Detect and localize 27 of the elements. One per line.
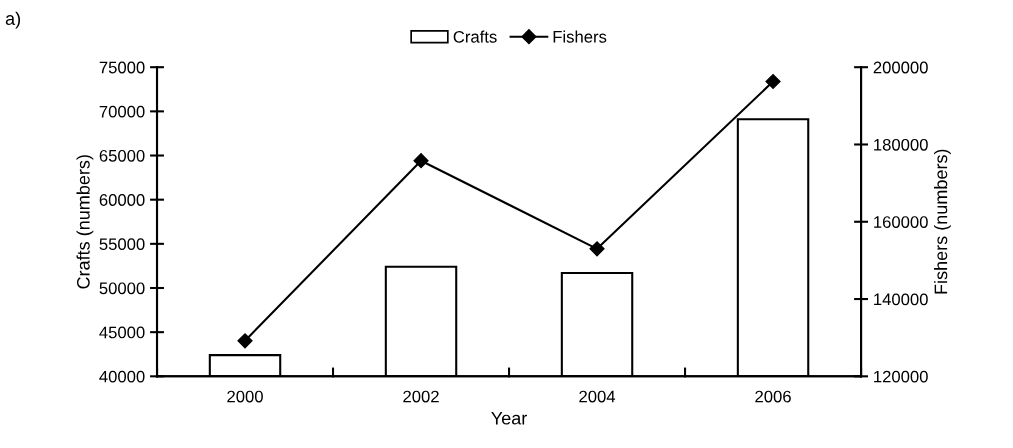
y-tick-label: 50000 [99, 282, 145, 295]
x-tick-label: 2002 [403, 390, 439, 403]
y-tick-label: 45000 [99, 326, 145, 339]
point [765, 73, 781, 90]
y-axis-title: Crafts (numbers) [76, 155, 94, 289]
x-axis-title: Year [491, 411, 527, 425]
y2-tick-label: 200000 [873, 61, 928, 74]
text: a) [5, 11, 20, 29]
x-tick-label: 2000 [227, 390, 263, 403]
point [237, 333, 253, 349]
point [413, 153, 429, 169]
y-tick-label: 65000 [99, 149, 145, 162]
legend-label: Crafts [453, 30, 497, 43]
y2-tick-label: 140000 [874, 293, 928, 306]
y2-tick-label: 120000 [874, 370, 928, 383]
point [589, 241, 605, 257]
x-tick-label: 2006 [755, 390, 791, 403]
y2-tick-label: 160000 [874, 216, 928, 228]
y-tick-label: 55000 [99, 238, 145, 251]
y-tick-label: 60000 [99, 194, 145, 206]
y-tick-label: 70000 [99, 105, 145, 118]
y2-tick-label: 180000 [874, 138, 928, 151]
legend-label: Fishers [553, 30, 607, 43]
y-tick-label: 40000 [99, 370, 145, 383]
y2-axis-title: Fishers (numbers) [934, 149, 951, 294]
x-tick-label: 2004 [579, 390, 616, 403]
y-tick-label: 75000 [99, 61, 145, 74]
